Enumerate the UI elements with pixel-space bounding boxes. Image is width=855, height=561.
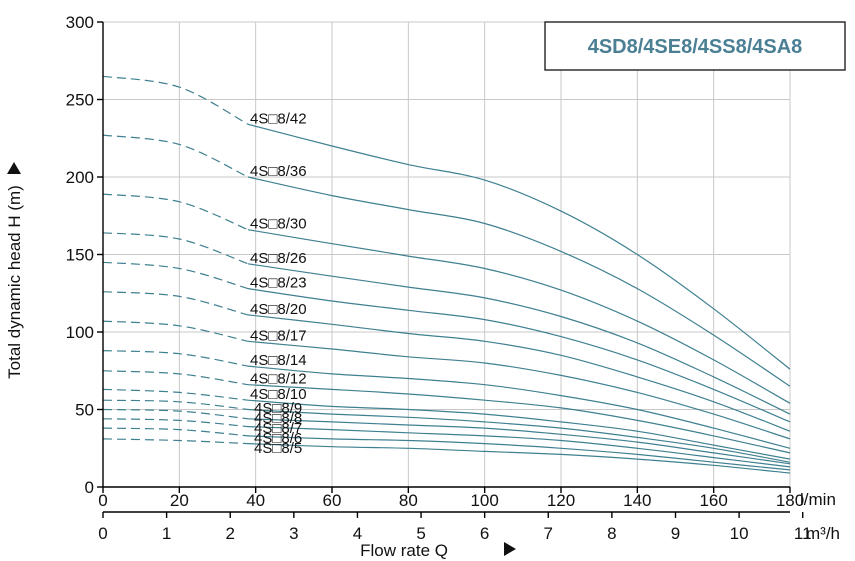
curve-dashed-segment xyxy=(102,438,249,445)
curve-solid-segment xyxy=(247,426,791,468)
curve-label: 4S□8/7 xyxy=(254,420,302,437)
curve-solid-segment xyxy=(247,443,791,474)
curve-label: 4S□8/9 xyxy=(254,400,302,417)
curve-label: 4S□8/23 xyxy=(250,275,307,292)
curve-label: 4S□8/42 xyxy=(250,110,307,127)
y-tick-label: 200 xyxy=(66,168,94,187)
curve-label: 4S□8/20 xyxy=(250,301,307,318)
x2-tick-label: 9 xyxy=(671,524,680,543)
curve-label: 4S□8/14 xyxy=(250,352,307,369)
x-tick-label: 40 xyxy=(246,491,265,510)
x-tick-label: 120 xyxy=(547,491,575,510)
x-tick-label: 100 xyxy=(470,491,498,510)
x-tick-label: 80 xyxy=(399,491,418,510)
x2-tick-label: 1 xyxy=(162,524,171,543)
curve-solid-segment xyxy=(247,408,791,463)
curve-label: 4S□8/26 xyxy=(250,250,307,267)
x-unit-label: l/min xyxy=(800,490,836,509)
title-box: 4SD8/4SE8/4SS8/4SA8 xyxy=(544,21,846,71)
curve-solid-segment xyxy=(247,176,791,387)
curve-dashed-segment xyxy=(102,418,249,428)
curve-dashed-segment xyxy=(102,320,249,342)
x-tick-label: 60 xyxy=(323,491,342,510)
y-tick-label: 150 xyxy=(66,246,94,265)
curve-dashed-segment xyxy=(102,134,249,178)
curve-solid-segment xyxy=(247,123,791,370)
grid xyxy=(103,21,791,487)
x-tick-label: 180 xyxy=(776,491,804,510)
curve-dashed-segment xyxy=(102,75,249,125)
x2-tick-label: 2 xyxy=(225,524,234,543)
x-axis-arrow-icon xyxy=(504,542,516,556)
curve-dashed-segment xyxy=(102,193,249,231)
x-axis-title-text: Flow rate Q xyxy=(360,541,448,560)
y-axis-title-text: Total dynamic head H (m) xyxy=(5,185,24,379)
x-tick-label: 20 xyxy=(170,491,189,510)
curve-solid-segment xyxy=(247,263,791,415)
curve-dashed-segment xyxy=(102,399,249,411)
x2-tick-label: 4 xyxy=(353,524,362,543)
curve-label: 4S□8/17 xyxy=(250,327,307,344)
y-tick-label: 0 xyxy=(85,478,94,497)
performance-curves xyxy=(102,75,791,474)
curve-label: 4S□8/5 xyxy=(254,440,302,457)
curve-label: 4S□8/8 xyxy=(254,410,302,427)
curve-solid-segment xyxy=(247,384,791,454)
curve-labels: 4S□8/42 4S□8/36 4S□8/30 4S□8/26 4S□8/23 4S□8/… xyxy=(250,110,307,457)
chart-title: 4SD8/4SE8/4SS8/4SA8 xyxy=(588,36,803,58)
curve-label: 4S□8/6 xyxy=(254,430,302,447)
curve-label: 4S□8/36 xyxy=(250,163,307,180)
curve-dashed-segment xyxy=(102,350,249,367)
x2-tick-label: 0 xyxy=(98,524,107,543)
curve-solid-segment xyxy=(247,288,791,423)
x2-tick-label: 11 xyxy=(794,524,812,543)
curve-label: 4S□8/10 xyxy=(250,386,307,403)
curve-dashed-segment xyxy=(102,427,249,437)
x2-tick-label: 5 xyxy=(416,524,425,543)
curve-solid-segment xyxy=(247,229,791,404)
curve-dashed-segment xyxy=(102,232,249,265)
x2-unit-label: m³/h xyxy=(806,524,840,543)
y-axis-title: Total dynamic head H (m) xyxy=(5,162,24,379)
x2-tick-label: 10 xyxy=(730,524,749,543)
x2-tick-label: 8 xyxy=(607,524,616,543)
x-axis-title: Flow rate Q xyxy=(360,541,516,560)
curve-dashed-segment xyxy=(102,261,249,290)
y-tick-label: 300 xyxy=(66,13,94,32)
curve-solid-segment xyxy=(247,435,791,471)
y-tick-label: 100 xyxy=(66,323,94,342)
x2-tick-label: 6 xyxy=(480,524,489,543)
curve-solid-segment xyxy=(247,314,791,432)
curve-solid-segment xyxy=(247,418,791,465)
curve-dashed-segment xyxy=(102,408,249,420)
curve-label: 4S□8/30 xyxy=(250,216,307,233)
axes xyxy=(102,22,790,513)
x2-tick-label: 7 xyxy=(544,524,553,543)
y-tick-label: 250 xyxy=(66,91,94,110)
curve-dashed-segment xyxy=(102,388,249,401)
curve-dashed-segment xyxy=(102,291,249,316)
curve-solid-segment xyxy=(247,365,791,449)
curve-solid-segment xyxy=(247,399,791,460)
y-tick-label: 50 xyxy=(75,401,94,420)
y-axis-arrow-icon xyxy=(7,162,21,174)
x2-tick-label: 3 xyxy=(289,524,298,543)
x-tick-label: 160 xyxy=(699,491,727,510)
title-frame xyxy=(544,21,846,71)
curve-label: 4S□8/12 xyxy=(250,371,307,388)
x-tick-label: 140 xyxy=(623,491,651,510)
curve-dashed-segment xyxy=(102,370,249,386)
curve-solid-segment xyxy=(247,340,791,440)
x-tick-label: 0 xyxy=(98,491,107,510)
